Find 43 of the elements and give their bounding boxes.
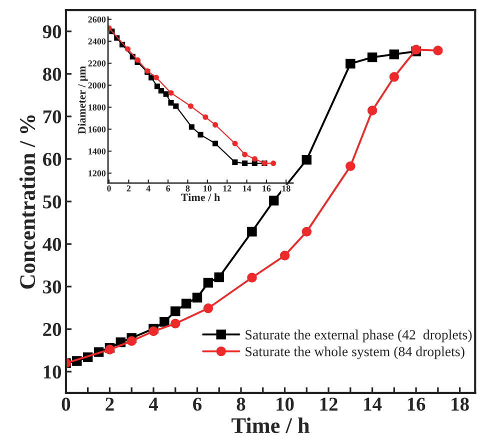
x-tick-label: 6: [193, 398, 202, 411]
y-tick-label: 2200: [88, 60, 106, 66]
y-tick-label: 70: [43, 110, 62, 124]
x-tick-label: 18: [452, 398, 469, 411]
x-tick-label: 0: [62, 398, 70, 411]
x-tick-label: 16: [262, 185, 271, 192]
x-tick-label: 12: [320, 398, 338, 411]
x-tick-label: 14: [364, 398, 382, 411]
x-tick-label: 4: [146, 185, 150, 192]
x-tick-label: 10: [204, 185, 212, 192]
y-tick-label: 60: [43, 152, 62, 166]
y-tick-label: 1200: [88, 170, 106, 176]
y-tick-label: 40: [42, 238, 62, 251]
x-tick-label: 4: [148, 398, 158, 411]
y-tick-label: 90: [42, 25, 62, 38]
x-tick-label: 8: [186, 185, 190, 192]
y-axis-title: Diameter / μm: [78, 66, 88, 134]
x-tick-label: 2: [106, 398, 114, 411]
legend-label: Saturate the external phase (42 droplets): [246, 330, 472, 342]
legend-label: Saturate the whole system (84 droplets): [246, 346, 464, 360]
x-tick-label: 18: [282, 185, 290, 192]
y-tick-label: 10: [44, 365, 62, 379]
y-axis-title: Concentration / %: [19, 115, 36, 289]
y-tick-label: 1600: [88, 126, 106, 132]
y-tick-label: 30: [43, 280, 62, 294]
x-tick-label: 12: [223, 185, 232, 192]
x-tick-label: 16: [408, 398, 426, 411]
y-tick-label: 2600: [88, 16, 106, 23]
x-tick-label: 0: [107, 185, 111, 192]
x-tick-label: 8: [236, 398, 246, 411]
x-tick-label: 14: [242, 185, 252, 192]
x-axis-title: Time / h: [181, 193, 220, 202]
y-tick-label: 2400: [88, 38, 106, 45]
x-tick-label: 6: [166, 185, 170, 192]
y-tick-label: 80: [43, 68, 62, 81]
y-tick-label: 50: [43, 195, 62, 208]
x-tick-label: 10: [276, 398, 294, 411]
y-tick-label: 20: [43, 322, 62, 336]
y-tick-label: 1400: [88, 148, 106, 154]
x-tick-label: 2: [126, 185, 131, 192]
y-tick-label: 2000: [88, 82, 106, 88]
y-tick-label: 1800: [88, 104, 106, 110]
x-axis-title: Time / h: [232, 417, 310, 434]
